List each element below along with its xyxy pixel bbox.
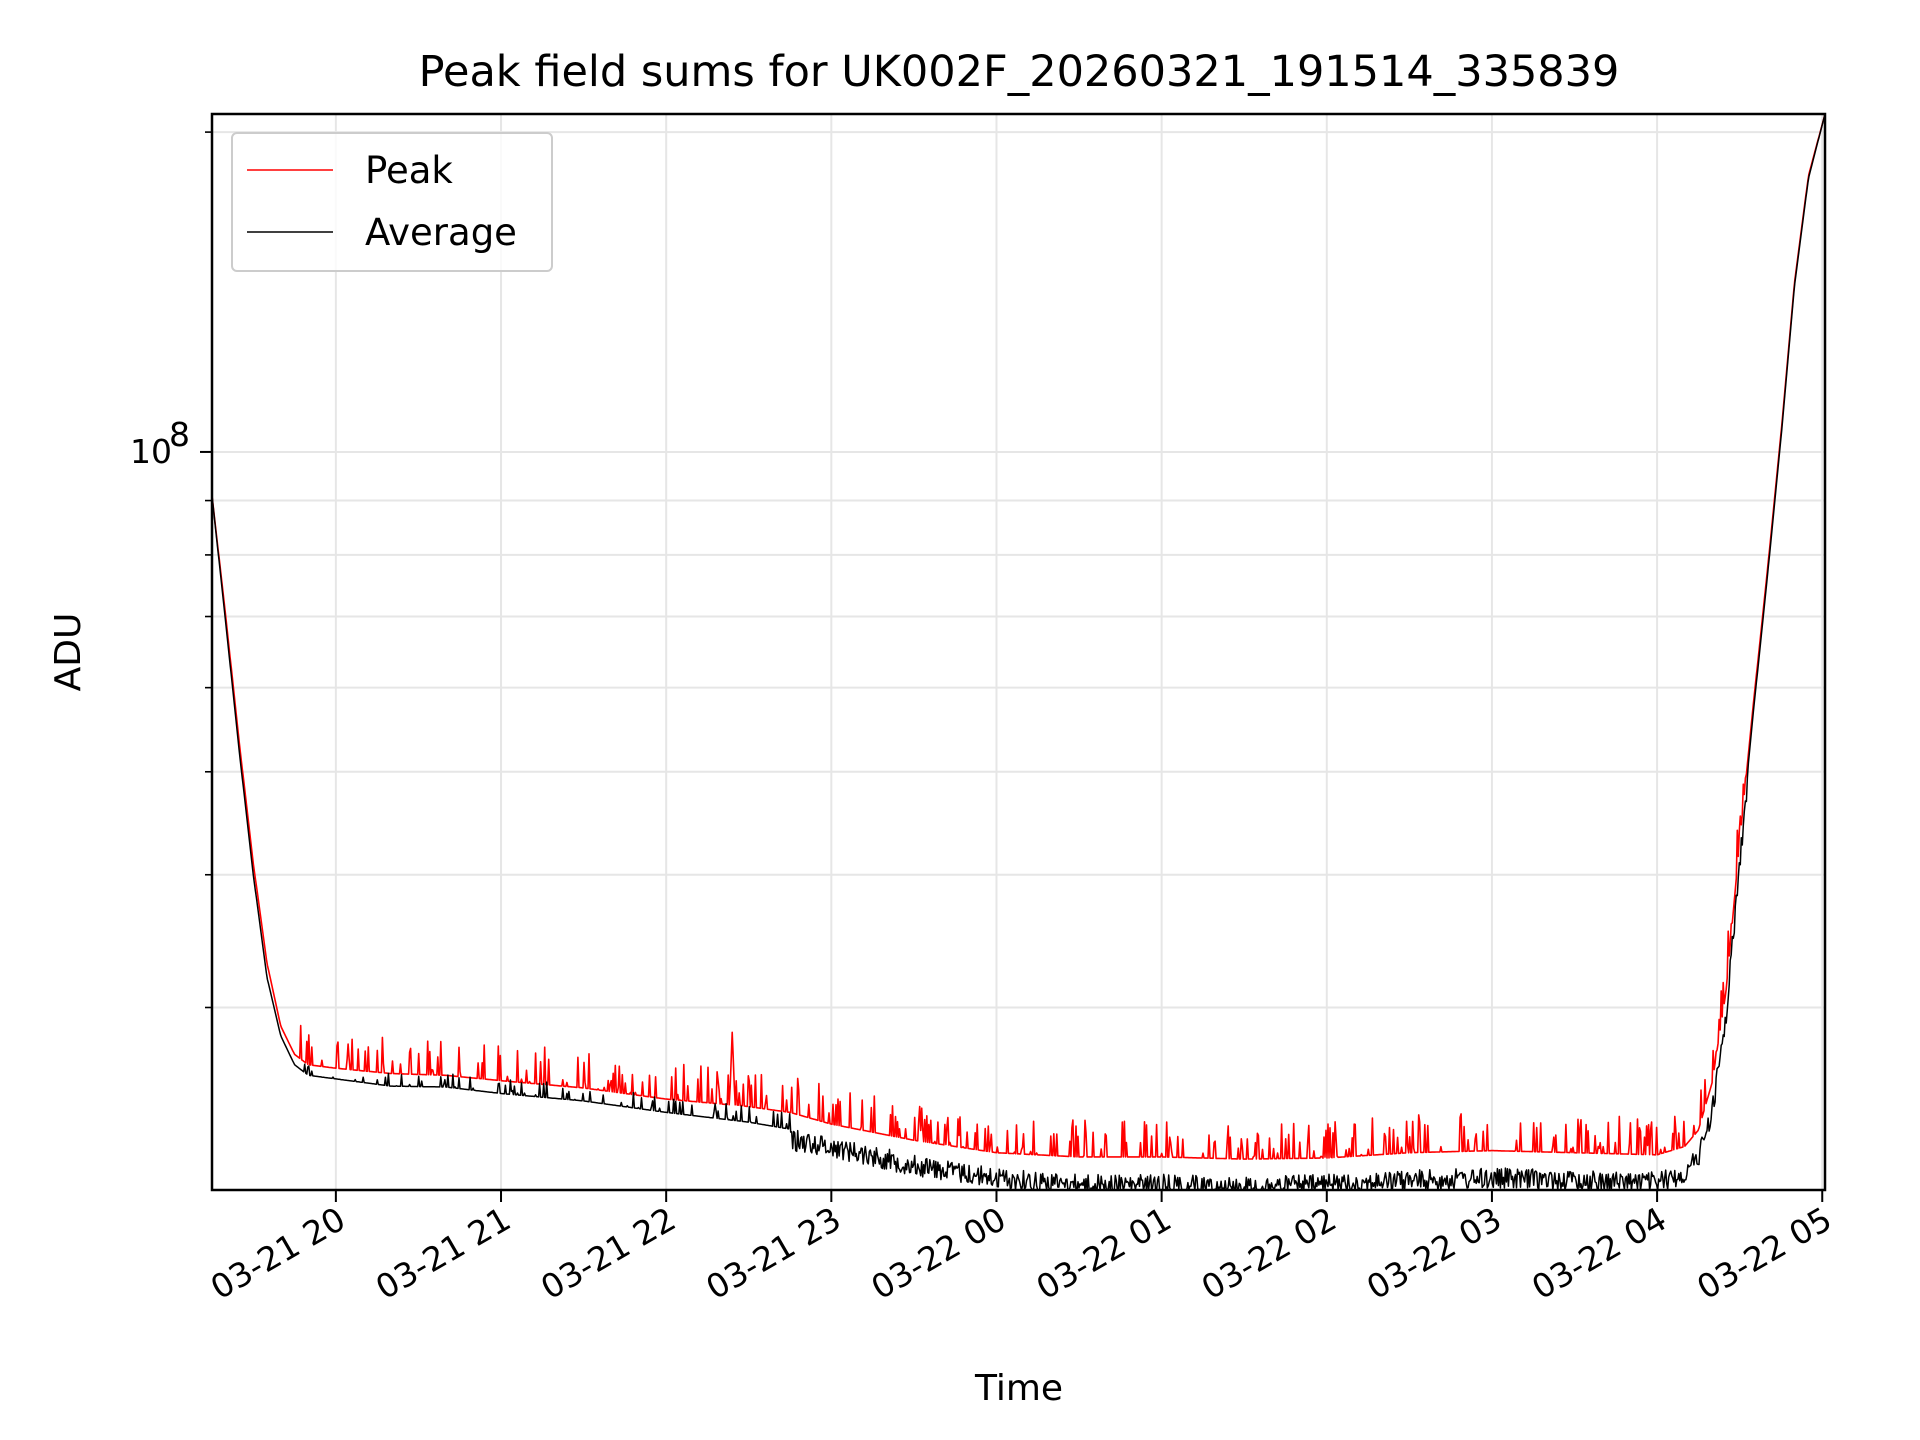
y-axis-title: ADU — [48, 613, 89, 692]
series-line-peak — [211, 113, 1826, 1160]
grid — [212, 114, 1825, 1190]
series-line-average — [211, 113, 1826, 1191]
plot-frame — [210, 112, 1827, 1192]
legend-box — [231, 132, 553, 272]
y-axis: 108 — [130, 131, 212, 1009]
y-tick-label-exponent: 8 — [169, 415, 190, 454]
y-tick-label: 10 — [130, 432, 172, 471]
legend-label-average: Average — [365, 211, 517, 254]
chart-title: Peak field sums for UK002F_20260321_1915… — [419, 47, 1620, 97]
legend: Peak Average — [231, 132, 553, 272]
legend-label-peak: Peak — [365, 149, 453, 192]
series-layer — [211, 113, 1826, 1191]
x-axis-title: Time — [974, 1368, 1063, 1409]
